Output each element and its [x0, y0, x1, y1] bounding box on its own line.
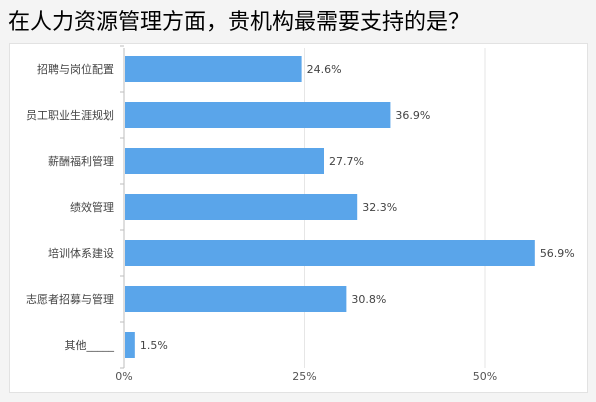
- category-label: 薪酬福利管理: [48, 154, 114, 168]
- value-label: 32.3%: [362, 201, 397, 214]
- value-label: 30.8%: [351, 293, 386, 306]
- category-label: 绩效管理: [70, 200, 114, 214]
- bar: [125, 240, 535, 266]
- x-tick-label: 0%: [115, 370, 132, 383]
- category-label: 培训体系建设: [48, 246, 114, 260]
- chart-title: 在人力资源管理方面，贵机构最需要支持的是？: [8, 10, 471, 35]
- category-label: 招聘与岗位配置: [37, 62, 114, 76]
- bar: [125, 102, 391, 128]
- value-label: 36.9%: [395, 109, 430, 122]
- bar: [125, 56, 302, 82]
- category-label: 员工职业生涯规划: [26, 108, 114, 122]
- value-labels: 24.6% 36.9% 27.7% 32.3% 56.9% 30.8% 1.5%: [140, 63, 575, 352]
- x-axis-ticks: 0% 25% 50%: [115, 370, 497, 383]
- category-labels: 招聘与岗位配置员工职业生涯规划薪酬福利管理绩效管理培训体系建设志愿者招募与管理其…: [26, 62, 114, 352]
- bar: [125, 286, 347, 312]
- value-label: 27.7%: [329, 155, 364, 168]
- value-label: 56.9%: [540, 247, 575, 260]
- bar: [125, 332, 135, 358]
- bars-group: [125, 56, 535, 358]
- category-label: 志愿者招募与管理: [26, 292, 114, 306]
- x-tick-label: 25%: [292, 370, 316, 383]
- value-label: 1.5%: [140, 339, 168, 352]
- value-label: 24.6%: [307, 63, 342, 76]
- x-tick-label: 50%: [473, 370, 497, 383]
- category-label: 其他_____: [65, 339, 115, 352]
- bar: [125, 148, 324, 174]
- bar: [125, 194, 358, 220]
